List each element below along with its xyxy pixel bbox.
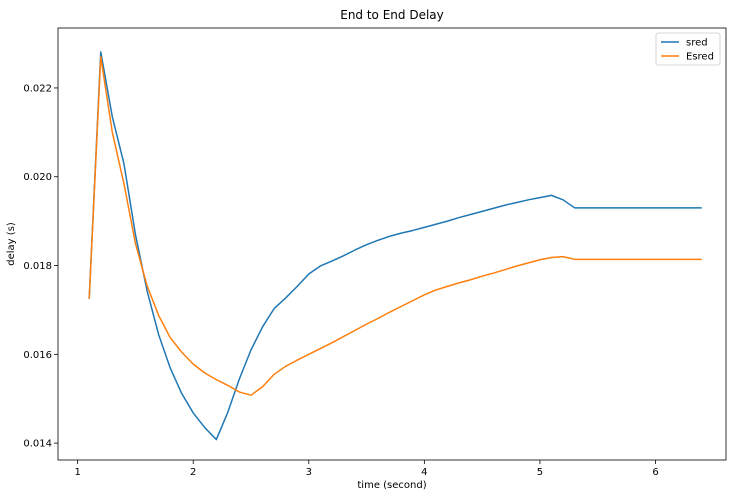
legend-label-esred: Esred xyxy=(686,52,714,63)
y-tick-label: 0.020 xyxy=(23,172,52,183)
y-axis-label: delay (s) xyxy=(6,222,17,266)
legend: sred Esred xyxy=(655,32,721,66)
series-line-esred xyxy=(88,56,702,396)
y-tick-label: 0.014 xyxy=(23,439,52,450)
x-axis-label: time (second) xyxy=(357,480,426,491)
chart-title: End to End Delay xyxy=(340,8,444,22)
y-axis: 0.014 0.016 0.018 0.020 0.022 xyxy=(23,83,58,450)
x-tick-label: 5 xyxy=(537,467,543,478)
legend-label-sred: sred xyxy=(686,38,708,49)
x-tick-label: 3 xyxy=(306,467,312,478)
x-tick-label: 4 xyxy=(421,467,427,478)
y-tick-label: 0.022 xyxy=(23,83,52,94)
plot-frame xyxy=(57,27,727,461)
legend-box xyxy=(655,32,721,66)
x-tick-label: 6 xyxy=(652,467,658,478)
y-tick-label: 0.016 xyxy=(23,350,52,361)
x-axis: 1 2 3 4 5 6 xyxy=(74,460,659,478)
x-tick-label: 1 xyxy=(74,467,80,478)
x-tick-label: 2 xyxy=(190,467,196,478)
series-line-sred xyxy=(88,51,702,441)
y-tick-label: 0.018 xyxy=(23,261,52,272)
